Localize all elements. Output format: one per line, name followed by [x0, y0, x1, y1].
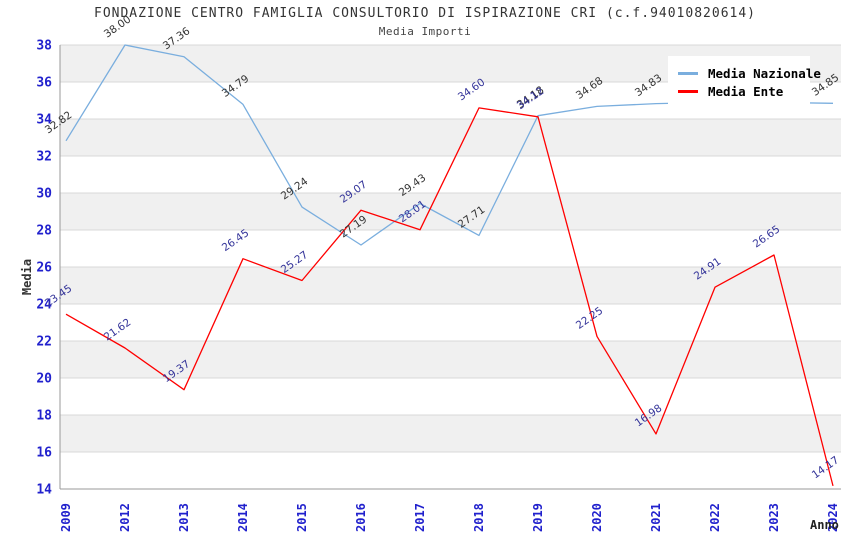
y-tick-label: 14 [36, 483, 52, 498]
grid-band [60, 341, 841, 378]
y-tick-label: 16 [36, 446, 52, 461]
legend-label: Media Nazionale [708, 66, 821, 81]
data-label: 26.45 [220, 227, 252, 254]
legend-item-media-ente: Media Ente [678, 84, 800, 99]
y-tick-label: 30 [36, 187, 52, 202]
x-tick-label: 2020 [590, 503, 604, 532]
y-tick-label: 26 [36, 261, 52, 276]
chart-subtitle: Media Importi [378, 25, 472, 38]
x-tick-label: 2013 [177, 503, 191, 532]
y-tick-label: 32 [36, 150, 52, 165]
x-tick-label: 2022 [708, 503, 722, 532]
x-tick-label: 2023 [767, 503, 781, 532]
legend-swatch-icon [678, 72, 698, 75]
x-axis-title: Anno [810, 518, 839, 532]
x-tick-label: 2024 [826, 503, 840, 532]
x-tick-label: 2009 [59, 503, 73, 532]
y-tick-label: 36 [36, 76, 52, 91]
x-tick-label: 2021 [649, 503, 663, 532]
x-tick-label: 2018 [472, 503, 486, 532]
x-tick-label: 2015 [295, 503, 309, 532]
y-axis-title: Media [20, 259, 34, 295]
y-tick-label: 28 [36, 224, 52, 239]
x-tick-label: 2012 [118, 503, 132, 532]
data-label: 21.62 [102, 316, 134, 343]
legend-label: Media Ente [708, 84, 784, 99]
legend-item-media-nazionale: Media Nazionale [678, 66, 821, 81]
legend-box: Media Nazionale Media Ente [668, 56, 821, 110]
grid-band [60, 119, 841, 156]
y-tick-label: 20 [36, 372, 52, 387]
y-tick-label: 24 [36, 298, 52, 313]
y-tick-label: 34 [36, 113, 52, 128]
chart-title: FONDAZIONE CENTRO FAMIGLIA CONSULTORIO D… [94, 6, 756, 21]
y-tick-label: 18 [36, 409, 52, 424]
grid-band [60, 267, 841, 304]
y-tick-label: 22 [36, 335, 52, 350]
x-tick-label: 2019 [531, 503, 545, 532]
series-line-media-ente [65, 107, 834, 487]
data-label: 38.00 [102, 13, 134, 40]
x-tick-label: 2017 [413, 503, 427, 532]
x-tick-label: 2016 [354, 503, 368, 532]
x-tick-label: 2014 [236, 503, 250, 532]
legend-swatch-icon [678, 90, 698, 93]
grid-band [60, 415, 841, 452]
y-tick-label: 38 [36, 39, 52, 54]
grid-band [60, 193, 841, 230]
